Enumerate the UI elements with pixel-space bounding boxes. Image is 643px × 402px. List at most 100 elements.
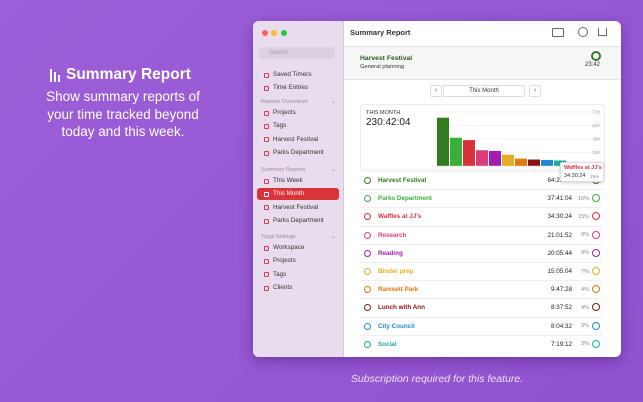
sidebar-item[interactable]: Saved Timers bbox=[257, 69, 339, 81]
start-button[interactable] bbox=[592, 212, 600, 221]
project-percent: 15% bbox=[577, 213, 589, 220]
sidebar-item[interactable]: Parks Department bbox=[257, 215, 339, 227]
start-button[interactable] bbox=[592, 303, 600, 312]
project-icon bbox=[364, 231, 371, 239]
project-name: Research bbox=[378, 231, 407, 239]
project-duration: 34:30:24 bbox=[547, 213, 572, 221]
y-tick-label: 72h bbox=[592, 110, 600, 115]
collapse-toggle[interactable]: ⌄ bbox=[331, 99, 337, 105]
close-button[interactable] bbox=[262, 30, 268, 36]
start-button[interactable] bbox=[592, 194, 600, 203]
sidebar: Search Saved Timers Time Entries Reports… bbox=[253, 21, 344, 357]
project-row[interactable]: City Council 8:04:32 3% bbox=[360, 316, 603, 336]
start-button[interactable] bbox=[592, 321, 600, 330]
collapse-toggle[interactable]: ⌄ bbox=[331, 234, 337, 240]
period-selector[interactable]: This Month bbox=[443, 85, 525, 97]
zoom-button[interactable] bbox=[281, 30, 287, 36]
project-icon bbox=[364, 286, 371, 294]
project-percent: 7% bbox=[581, 268, 589, 275]
toolbar-button[interactable] bbox=[552, 28, 564, 37]
next-button[interactable]: › bbox=[529, 85, 541, 97]
project-name: Reading bbox=[378, 249, 403, 257]
project-icon bbox=[364, 249, 371, 257]
project-name: City Council bbox=[378, 322, 415, 330]
report-icon bbox=[50, 69, 61, 82]
section-header: Summary Reports bbox=[261, 167, 306, 173]
start-button[interactable] bbox=[592, 285, 600, 294]
y-tick-label: 36h bbox=[592, 137, 600, 142]
start-button[interactable] bbox=[592, 339, 600, 348]
start-button[interactable] bbox=[592, 230, 600, 239]
project-icon bbox=[364, 304, 371, 312]
tooltip-percent: 15% bbox=[590, 173, 600, 179]
bar bbox=[502, 154, 514, 166]
sidebar-item[interactable]: Clients bbox=[257, 282, 339, 294]
project-row[interactable]: Parks Department 37:41:04 16% bbox=[360, 189, 603, 208]
project-icon bbox=[364, 177, 371, 184]
project-name: Social bbox=[378, 340, 397, 348]
sidebar-item[interactable]: Harvest Festival bbox=[257, 202, 339, 214]
project-row[interactable]: Binder prep 15:05:04 7% bbox=[360, 262, 603, 281]
chart-card: THIS MONTH 230:42:04 18h 36h 54h 72h bbox=[360, 104, 605, 170]
project-row[interactable]: Lunch with Ann 8:37:52 4% bbox=[360, 298, 603, 317]
collapse-toggle[interactable]: ⌄ bbox=[331, 167, 337, 173]
project-icon bbox=[364, 340, 371, 348]
project-duration: 15:05:04 bbox=[547, 268, 572, 275]
timer-description: General planning bbox=[360, 64, 405, 70]
project-duration: 8:04:32 bbox=[550, 322, 572, 330]
stop-button[interactable] bbox=[591, 51, 601, 61]
y-tick-label: 54h bbox=[592, 123, 600, 128]
tooltip-duration: 34:30:24 bbox=[564, 173, 586, 179]
tooltip: Waffles at JJ's 34:30:24 15% bbox=[560, 162, 604, 182]
sidebar-item[interactable]: Projects bbox=[257, 107, 339, 119]
project-duration: 37:41:04 bbox=[547, 195, 572, 203]
timer-project: Harvest Festival bbox=[360, 55, 413, 62]
sidebar-item[interactable]: Time Entries bbox=[257, 82, 339, 94]
project-name: Ramsett Park bbox=[378, 286, 419, 294]
sidebar-item[interactable]: Harvest Festival bbox=[257, 134, 339, 146]
project-percent: 9% bbox=[581, 232, 589, 239]
project-duration: 21:01:52 bbox=[547, 231, 572, 239]
minimize-button[interactable] bbox=[271, 30, 277, 36]
sidebar-item[interactable]: This Month bbox=[257, 188, 339, 201]
project-duration: 7:19:12 bbox=[550, 340, 572, 348]
start-button[interactable] bbox=[592, 248, 600, 257]
sidebar-item[interactable]: Tags bbox=[257, 269, 339, 281]
main-pane: Summary Report Harvest Festival General … bbox=[344, 21, 621, 357]
bar bbox=[515, 158, 527, 166]
project-percent: 3% bbox=[581, 341, 589, 348]
sidebar-item[interactable]: This Week bbox=[257, 175, 339, 187]
project-row[interactable]: Waffles at JJ's 34:30:24 15% bbox=[360, 207, 603, 226]
start-button[interactable] bbox=[592, 267, 600, 275]
sidebar-item[interactable]: Projects bbox=[257, 255, 339, 267]
bar bbox=[476, 150, 488, 166]
project-row[interactable]: Social 7:19:12 3% bbox=[360, 334, 603, 354]
project-icon bbox=[364, 322, 371, 330]
project-duration: 8:37:52 bbox=[550, 304, 572, 312]
project-name: Lunch with Ann bbox=[378, 304, 425, 312]
project-name: Parks Department bbox=[378, 195, 432, 203]
bar-chart: 18h 36h 54h 72h bbox=[437, 110, 600, 167]
project-row[interactable]: Ramsett Park 9:47:28 4% bbox=[360, 280, 603, 299]
project-row[interactable]: Reading 20:05:44 9% bbox=[360, 243, 603, 263]
footnote: Subscription required for this feature. bbox=[350, 373, 524, 385]
toolbar-button[interactable] bbox=[578, 27, 588, 37]
promo-line: your time tracked beyond bbox=[47, 107, 199, 122]
share-button[interactable] bbox=[598, 28, 607, 36]
search-field[interactable]: Search bbox=[259, 47, 335, 59]
bar bbox=[541, 159, 553, 166]
bar bbox=[450, 137, 462, 166]
project-percent: 4% bbox=[581, 286, 589, 293]
prev-button[interactable]: ‹ bbox=[430, 85, 442, 97]
section-header: Reports Overviews bbox=[261, 99, 308, 105]
sidebar-item[interactable]: Parks Department bbox=[257, 147, 339, 159]
sidebar-item[interactable]: Tags bbox=[257, 120, 339, 132]
project-name: Waffles at JJ's bbox=[378, 213, 422, 221]
bar bbox=[437, 117, 449, 166]
sidebar-item[interactable]: Workspace bbox=[257, 242, 339, 254]
chart-label: THIS MONTH bbox=[366, 110, 401, 116]
timer-elapsed: 23:42 bbox=[585, 62, 601, 68]
bar bbox=[463, 140, 475, 166]
project-row[interactable]: Research 21:01:52 9% bbox=[360, 225, 603, 245]
